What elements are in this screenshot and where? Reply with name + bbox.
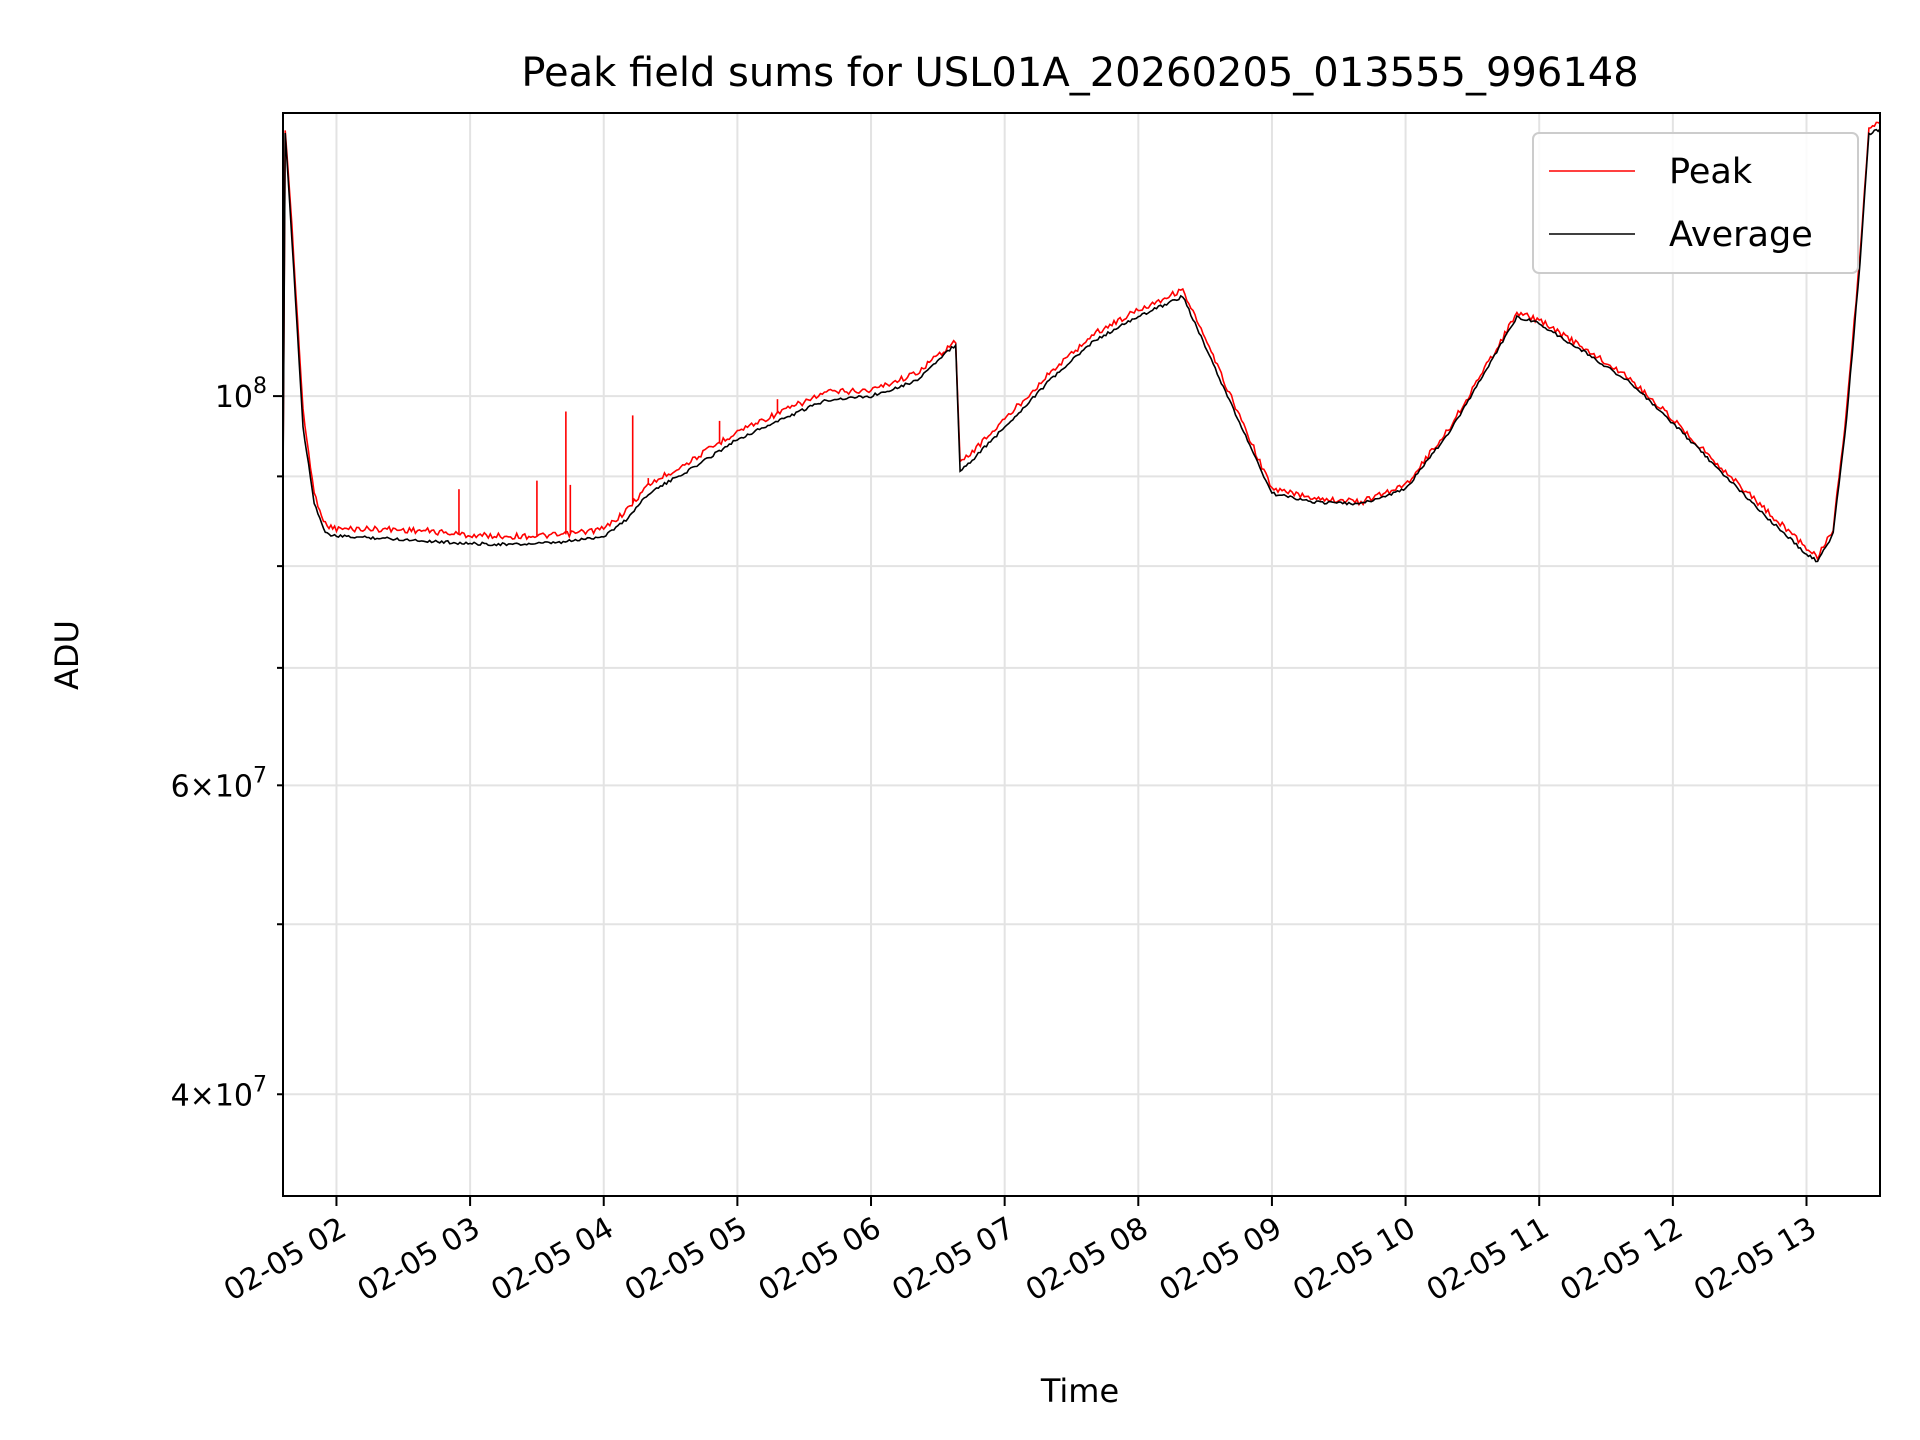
- series-layer: [283, 121, 1880, 563]
- y-tick-label: 4×107: [171, 1072, 267, 1113]
- y-axis-label: ADU: [48, 620, 86, 690]
- y-tick-label: 108: [215, 374, 267, 415]
- legend-box: [1532, 132, 1859, 274]
- grid: [283, 113, 1880, 1196]
- y-tick-label: 6×107: [171, 763, 267, 804]
- x-axis-label: Time: [1040, 1372, 1119, 1410]
- plot-frame: [282, 112, 1881, 1197]
- legend-entry-average: Average: [1669, 215, 1813, 255]
- series-line-average: [283, 128, 1880, 563]
- series-line-peak: [283, 121, 1880, 562]
- legend-entry-peak: Peak: [1669, 152, 1753, 192]
- chart-title: Peak field sums for USL01A_20260205_0135…: [521, 50, 1638, 96]
- legend: Peak Average: [1532, 132, 1859, 274]
